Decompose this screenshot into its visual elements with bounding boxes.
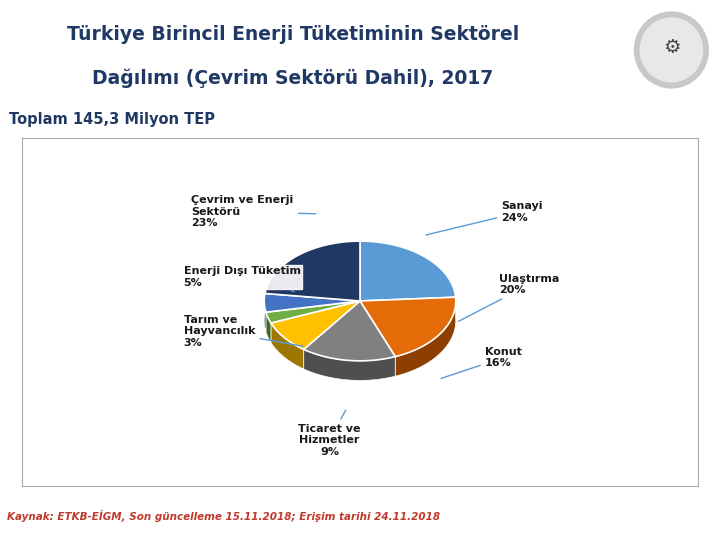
Circle shape — [634, 12, 708, 88]
Text: ⚙: ⚙ — [662, 38, 680, 57]
Text: Dağılımı (Çevrim Sektörü Dahil), 2017: Dağılımı (Çevrim Sektörü Dahil), 2017 — [92, 68, 493, 87]
Circle shape — [640, 18, 703, 82]
Text: 13: 13 — [683, 512, 703, 527]
Text: Kaynak: ETKB-EİGM, Son güncelleme 15.11.2018; Erişim tarihi 24.11.2018: Kaynak: ETKB-EİGM, Son güncelleme 15.11.… — [7, 510, 441, 522]
Text: Toplam 145,3 Milyon TEP: Toplam 145,3 Milyon TEP — [9, 112, 215, 127]
Text: Türkiye Birincil Enerji Tüketiminin Sektörel: Türkiye Birincil Enerji Tüketiminin Sekt… — [66, 25, 519, 44]
